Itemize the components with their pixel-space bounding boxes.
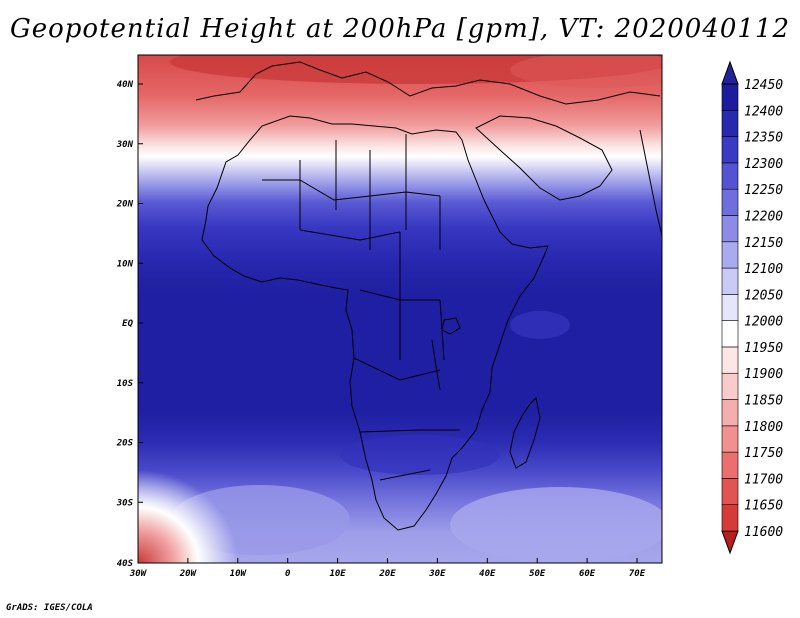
colorbar-label: 12250 bbox=[744, 183, 783, 198]
colorbar-segment bbox=[721, 504, 739, 532]
colorbar-segment bbox=[721, 215, 739, 243]
height-field bbox=[138, 55, 662, 563]
colorbar-min-arrow bbox=[721, 530, 739, 555]
colorbar-label: 12450 bbox=[744, 78, 783, 93]
colorbar-label: 11950 bbox=[744, 341, 783, 356]
lat-tick-label: 40S bbox=[117, 559, 134, 569]
colorbar-segment bbox=[721, 346, 739, 374]
colorbar-label: 12150 bbox=[744, 236, 783, 251]
lon-tick-label: 60E bbox=[579, 569, 596, 579]
colorbar-segment bbox=[721, 478, 739, 506]
lon-tick-label: 30W bbox=[129, 569, 148, 579]
colorbar-segment bbox=[721, 109, 739, 137]
colorbar-segment bbox=[721, 399, 739, 427]
colorbar-label: 11850 bbox=[744, 394, 783, 409]
lake-tanganyika bbox=[431, 339, 441, 391]
colorbar-segment bbox=[721, 188, 739, 216]
europe-coast bbox=[195, 61, 661, 105]
lon-tick-label: 40E bbox=[479, 569, 496, 579]
map-title: Geopotential Height at 200hPa [gpm], VT:… bbox=[9, 14, 791, 44]
colorbar-segment bbox=[721, 451, 739, 479]
lat-tick-label: 30N bbox=[116, 140, 134, 150]
colorbar: 12450 12400 12350 12300 12250 12200 12150 12100… bbox=[721, 60, 783, 555]
colorbar-segment bbox=[721, 425, 739, 453]
colorbar-label: 12000 bbox=[744, 315, 783, 330]
colorbar-max-arrow bbox=[721, 60, 739, 85]
lat-tick-label: 30S bbox=[116, 498, 134, 508]
lat-tick-label: 10N bbox=[117, 259, 134, 269]
colorbar-label: 12400 bbox=[744, 104, 783, 119]
colorbar-segment bbox=[721, 162, 739, 190]
colorbar-label: 12350 bbox=[744, 131, 783, 146]
india-coast bbox=[639, 129, 662, 237]
lake-victoria bbox=[441, 317, 461, 335]
arabian-peninsula bbox=[475, 115, 613, 201]
colorbar-label: 12300 bbox=[744, 157, 783, 172]
africa-coastline bbox=[201, 115, 549, 531]
colorbar-label: 12100 bbox=[744, 262, 783, 277]
grads-credit: GrADS: IGES/COLA bbox=[6, 603, 93, 613]
lon-tick-label: 10W bbox=[230, 569, 248, 579]
colorbar-label: 11650 bbox=[744, 499, 783, 514]
colorbar-label: 11750 bbox=[744, 446, 783, 461]
colorbar-segment bbox=[721, 136, 739, 164]
colorbar-label: 11800 bbox=[744, 420, 783, 435]
lat-tick-label: 40N bbox=[117, 80, 134, 90]
lon-tick-label: 30E bbox=[428, 569, 446, 579]
lon-tick-label: 20W bbox=[179, 569, 198, 579]
colorbar-segment bbox=[721, 372, 739, 400]
lat-tick-label: EQ bbox=[122, 319, 133, 329]
map-frame bbox=[137, 54, 663, 564]
madagascar bbox=[509, 396, 541, 469]
lon-tick-label: 20E bbox=[378, 569, 396, 579]
colorbar-label: 12200 bbox=[744, 209, 783, 224]
lon-tick-label: 10E bbox=[329, 569, 346, 579]
colorbar-label: 11700 bbox=[744, 472, 783, 487]
colorbar-segment bbox=[721, 320, 739, 348]
lon-tick-label: 50E bbox=[529, 569, 546, 579]
colorbar-label: 11900 bbox=[744, 367, 783, 382]
colorbar-segment bbox=[721, 294, 739, 321]
colorbar-label: 12050 bbox=[744, 288, 783, 303]
latitude-ticks: 40N 30N 20N 10N EQ 10S 20S 30S 40S bbox=[116, 80, 143, 569]
coastlines bbox=[195, 61, 662, 531]
longitude-ticks: 30W 20W 10W 0 10E 20E 30E 40E 50E 60E 70E bbox=[129, 558, 646, 579]
lat-tick-label: 10S bbox=[117, 379, 134, 389]
colorbar-segment bbox=[721, 83, 739, 111]
colorbar-segment bbox=[721, 241, 739, 269]
lon-tick-label: 0 bbox=[285, 569, 291, 579]
lat-tick-label: 20S bbox=[116, 439, 134, 449]
colorbar-segment bbox=[721, 267, 739, 295]
lon-tick-label: 70E bbox=[629, 569, 646, 579]
colorbar-label: 11600 bbox=[744, 525, 783, 540]
lat-tick-label: 20N bbox=[116, 200, 134, 210]
